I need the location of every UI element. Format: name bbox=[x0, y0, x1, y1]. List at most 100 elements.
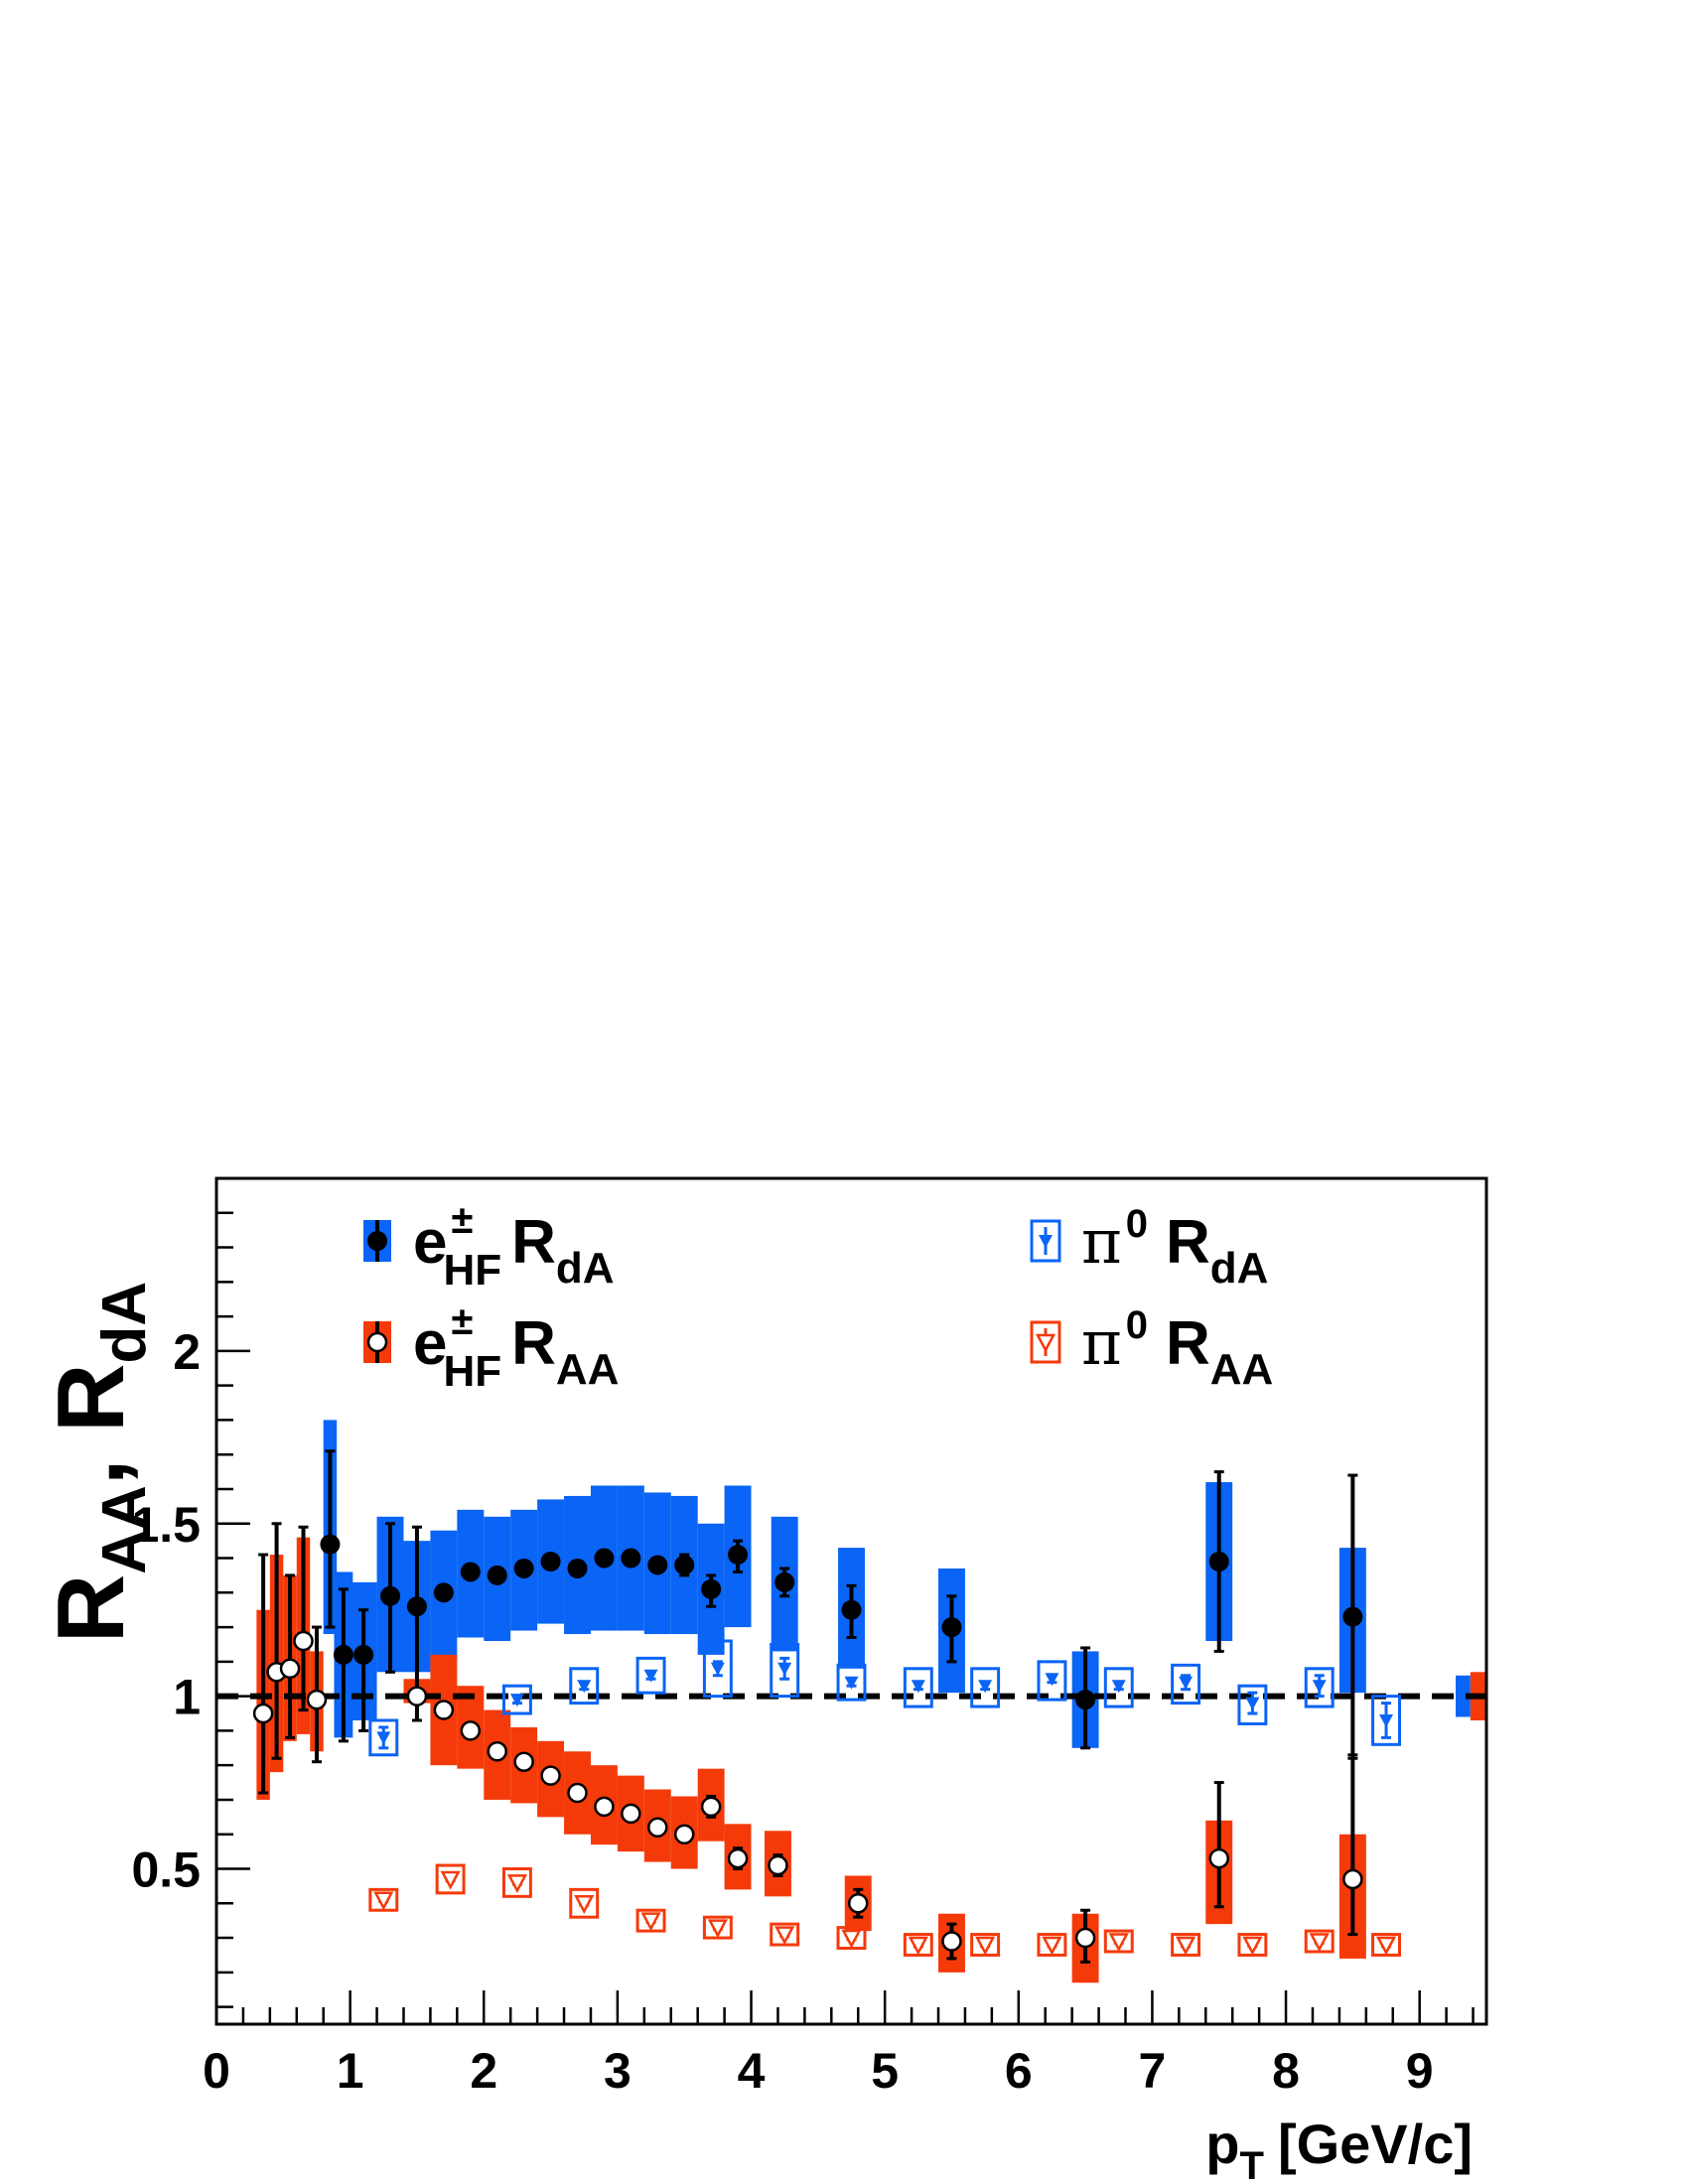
legend-main-1: e bbox=[413, 1309, 447, 1378]
legend-marker-0 bbox=[367, 1231, 387, 1251]
marker-2-10 bbox=[1111, 1680, 1126, 1694]
marker-2-8 bbox=[978, 1680, 993, 1694]
marker-3-11 bbox=[1108, 1933, 1129, 1953]
marker-1-2 bbox=[279, 1658, 301, 1680]
marker-3-15 bbox=[1375, 1936, 1397, 1956]
sys-box-2-2 bbox=[569, 1667, 600, 1706]
sys-box-2-6 bbox=[836, 1663, 867, 1702]
marker-2-5 bbox=[777, 1662, 792, 1676]
marker-1-6 bbox=[433, 1700, 455, 1720]
marker-0-17 bbox=[774, 1571, 795, 1592]
marker-1-15 bbox=[673, 1824, 695, 1844]
marker-1-10 bbox=[540, 1765, 561, 1786]
legend-tail-sub-2: dA bbox=[1210, 1244, 1269, 1293]
marker-0-11 bbox=[594, 1548, 615, 1569]
legend-sup-2: 0 bbox=[1126, 1202, 1148, 1246]
marker-0-5 bbox=[433, 1582, 454, 1603]
sys-box-2-8 bbox=[970, 1667, 1001, 1708]
marker-3-7 bbox=[841, 1929, 862, 1949]
marker-1-4 bbox=[306, 1689, 328, 1710]
marker-2-4 bbox=[710, 1662, 725, 1676]
y-tick-label-0: 0.5 bbox=[131, 1843, 201, 1898]
marker-1-12 bbox=[594, 1796, 615, 1818]
marker-0-13 bbox=[647, 1555, 668, 1575]
global-uncertainty-box-0 bbox=[1456, 1675, 1471, 1717]
legend-box-2 bbox=[1030, 1219, 1061, 1263]
marker-3-8 bbox=[908, 1936, 928, 1956]
plot-frame bbox=[214, 1176, 1488, 2026]
marker-0-21 bbox=[1208, 1552, 1229, 1572]
marker-0-9 bbox=[540, 1552, 561, 1572]
legend-main-0: e bbox=[413, 1208, 447, 1277]
legend-marker-2 bbox=[1039, 1235, 1053, 1248]
marker-1-19 bbox=[847, 1893, 869, 1914]
legend-label-3: π 0 RAA bbox=[1081, 1303, 1273, 1394]
marker-2-7 bbox=[911, 1680, 925, 1694]
x-tick-label-9: 9 bbox=[1406, 2043, 1434, 2099]
sys-box-2-4 bbox=[702, 1639, 733, 1699]
marker-0-18 bbox=[841, 1599, 862, 1620]
marker-1-23 bbox=[1342, 1868, 1363, 1890]
marker-0-6 bbox=[460, 1562, 481, 1582]
sys-box-2-12 bbox=[1237, 1684, 1268, 1725]
x-axis-title-main: p bbox=[1205, 2113, 1239, 2175]
x-tick-label-5: 5 bbox=[871, 2043, 899, 2099]
legend-marker-1 bbox=[366, 1331, 388, 1353]
marker-2-0 bbox=[376, 1731, 391, 1745]
x-tick-label-1: 1 bbox=[337, 2043, 364, 2099]
marker-1-21 bbox=[1074, 1927, 1096, 1949]
legend-label-2: π 0 RdA bbox=[1081, 1202, 1268, 1293]
sys-box-2-7 bbox=[903, 1667, 933, 1708]
x-tick-label-8: 8 bbox=[1272, 2043, 1300, 2099]
marker-2-3 bbox=[643, 1669, 658, 1683]
data-points-layer bbox=[252, 1449, 1401, 1964]
marker-0-15 bbox=[701, 1578, 722, 1599]
sys-box-2-1 bbox=[501, 1684, 532, 1715]
marker-1-20 bbox=[941, 1931, 962, 1952]
marker-3-9 bbox=[975, 1936, 996, 1956]
legend-sub-0: HF bbox=[443, 1246, 501, 1295]
legend-tail-sub-3: AA bbox=[1210, 1345, 1274, 1394]
marker-3-6 bbox=[774, 1926, 795, 1946]
y-axis-title-part1-sub: AA bbox=[90, 1485, 159, 1574]
legend-tail-3: R bbox=[1166, 1309, 1210, 1378]
marker-0-14 bbox=[674, 1555, 695, 1575]
legend-marker-3 bbox=[1035, 1333, 1056, 1353]
marker-2-9 bbox=[1045, 1673, 1059, 1687]
sys-box-2-9 bbox=[1037, 1660, 1067, 1702]
x-axis-title-sub: T bbox=[1240, 2144, 1264, 2184]
marker-1-17 bbox=[727, 1847, 749, 1869]
sys-box-2-11 bbox=[1171, 1663, 1201, 1706]
marker-1-16 bbox=[700, 1796, 722, 1818]
y-axis-title: RAA, RdA bbox=[38, 1282, 159, 1643]
marker-2-11 bbox=[1179, 1676, 1194, 1690]
marker-0-10 bbox=[567, 1558, 588, 1578]
legend-tail-1: R bbox=[511, 1309, 556, 1378]
marker-0-12 bbox=[621, 1548, 641, 1569]
marker-2-13 bbox=[1312, 1680, 1327, 1694]
marker-3-13 bbox=[1242, 1936, 1263, 1956]
marker-2-2 bbox=[577, 1680, 592, 1694]
marker-3-5 bbox=[707, 1919, 728, 1939]
marker-0-7 bbox=[487, 1565, 507, 1585]
legend-tail-0: R bbox=[511, 1208, 556, 1277]
x-tick-label-6: 6 bbox=[1005, 2043, 1033, 2099]
marker-0-16 bbox=[728, 1545, 749, 1566]
x-axis-title: pT [GeV/c] bbox=[1205, 2113, 1473, 2184]
sys-box-2-10 bbox=[1103, 1667, 1134, 1708]
legend-box-3 bbox=[1030, 1320, 1061, 1364]
legend-sub-1: HF bbox=[443, 1347, 501, 1396]
marker-1-9 bbox=[513, 1751, 534, 1772]
marker-1-7 bbox=[460, 1720, 482, 1741]
marker-1-14 bbox=[647, 1817, 668, 1839]
legend-tail-2: R bbox=[1166, 1208, 1210, 1277]
legend-tail-sub-0: dA bbox=[556, 1244, 615, 1293]
marker-2-6 bbox=[844, 1676, 859, 1690]
marker-1-3 bbox=[293, 1630, 314, 1652]
legend-sup-0: ± bbox=[451, 1198, 473, 1242]
y-tick-label-3: 2 bbox=[173, 1324, 201, 1380]
legend-label-0: e ± HF RdA bbox=[413, 1198, 615, 1295]
marker-3-1 bbox=[440, 1870, 461, 1890]
sys-box-2-14 bbox=[1371, 1695, 1401, 1746]
